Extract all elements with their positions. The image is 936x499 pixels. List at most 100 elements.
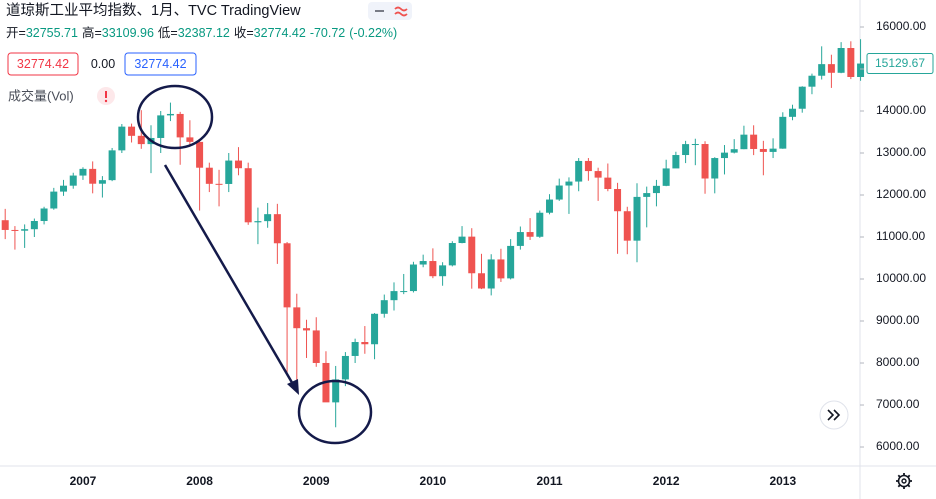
candle-body [157, 115, 165, 138]
candle-body [448, 243, 456, 266]
candle-body [69, 175, 77, 186]
candle-body [711, 158, 719, 179]
chart-title: 道琼斯工业平均指数、1月、TVC TradingView [6, 2, 301, 19]
sell-price[interactable]: 32774.42 [17, 57, 69, 71]
candle-body [215, 183, 223, 185]
candle-body [516, 232, 524, 246]
candle-body [497, 259, 505, 279]
candle-body [798, 86, 806, 109]
candle-body [380, 300, 388, 314]
sell-box[interactable] [7, 52, 79, 76]
candle-body [507, 245, 515, 279]
y-tick-label: 16000.00 [876, 19, 926, 33]
plot-area [1, 39, 865, 428]
candle-body [40, 208, 48, 222]
buy-price[interactable]: 32774.42 [134, 57, 186, 71]
candle-body [643, 193, 651, 197]
last-price-box [866, 53, 934, 75]
candle-body [429, 261, 437, 277]
scroll-right-icon[interactable] [827, 409, 841, 421]
candle-body [400, 291, 408, 293]
annotation-arrow [163, 164, 296, 387]
candle-body [555, 185, 563, 200]
candle-body [293, 307, 301, 329]
candle-body [312, 330, 320, 363]
ohlc-value: 32387.12 [178, 26, 230, 40]
candle-body [21, 229, 29, 231]
candle-body [818, 64, 826, 76]
candle-body [332, 379, 340, 403]
candle-body [614, 189, 622, 212]
candle-body [273, 214, 281, 244]
candle-body [720, 152, 728, 159]
annotation-arrowhead [287, 379, 299, 395]
gear-hub[interactable] [901, 478, 907, 484]
x-tick-label: 2007 [70, 474, 97, 488]
header-buttons[interactable] [368, 2, 412, 20]
candle-body [536, 212, 544, 237]
candle-body [1, 220, 9, 230]
candle-body [623, 211, 631, 241]
annotation-circle [297, 379, 373, 445]
last-price-label: 15129.67 [875, 56, 925, 70]
gear-teeth[interactable] [896, 473, 912, 489]
candle-body [468, 236, 476, 274]
candle-body [137, 135, 145, 145]
candle-body [225, 160, 233, 184]
candle-body [526, 232, 534, 237]
gear-ring[interactable] [897, 474, 911, 488]
candle-body [128, 126, 136, 136]
buy-box[interactable] [124, 52, 197, 76]
candle-body [205, 167, 213, 184]
candle-body [341, 355, 349, 380]
x-tick-label: 2013 [769, 474, 796, 488]
ohlc-value: 32755.71 [26, 26, 78, 40]
candle-body [759, 148, 767, 152]
warning-dot [104, 99, 108, 103]
ohlc-label: 开= [6, 26, 26, 40]
candle-body [409, 264, 417, 292]
y-tick-label: 7000.00 [876, 397, 920, 411]
candle-body [769, 148, 777, 152]
change-pct: (-0.22%) [349, 26, 397, 40]
toggle-pill[interactable] [368, 2, 412, 20]
candle-body [672, 155, 680, 169]
candle-body [108, 150, 116, 181]
candle-body [701, 144, 709, 179]
candle-body [196, 141, 204, 168]
candle-body [390, 291, 398, 301]
x-tick-label: 2010 [420, 474, 447, 488]
x-tick-label: 2012 [653, 474, 680, 488]
volume-label: 成交量(Vol) [8, 88, 74, 103]
y-tick-label: 13000.00 [876, 145, 926, 159]
candle-body [11, 229, 19, 231]
candle-body [740, 134, 748, 150]
candle-body [633, 196, 641, 241]
y-tick-label: 6000.00 [876, 439, 920, 453]
candle-body [789, 108, 797, 117]
annotation-circle [136, 84, 214, 150]
candle-body [303, 328, 311, 331]
candle-body [234, 160, 242, 169]
candle-body [166, 113, 174, 116]
candle-body [186, 137, 194, 142]
candle-body [779, 116, 787, 149]
candle-body [662, 168, 670, 186]
candle-body [371, 313, 379, 345]
ohlc-legend: 开=32755.71 高=33109.96 低=32387.12 收=32774.42… [6, 25, 397, 40]
candle-body [487, 259, 495, 289]
candle-body [60, 185, 68, 192]
candle-body [89, 168, 97, 184]
candle-body [98, 180, 106, 184]
compare-icon[interactable] [394, 6, 408, 17]
candle-body [50, 191, 58, 209]
candle-body [546, 199, 554, 213]
settings-button[interactable] [896, 473, 912, 489]
candle-body [419, 261, 427, 265]
candle-body [79, 168, 87, 176]
candle-body [118, 126, 126, 151]
candle-body [837, 48, 845, 73]
ohlc-label: 收= [234, 26, 254, 40]
spread: 0.00 [91, 57, 115, 71]
